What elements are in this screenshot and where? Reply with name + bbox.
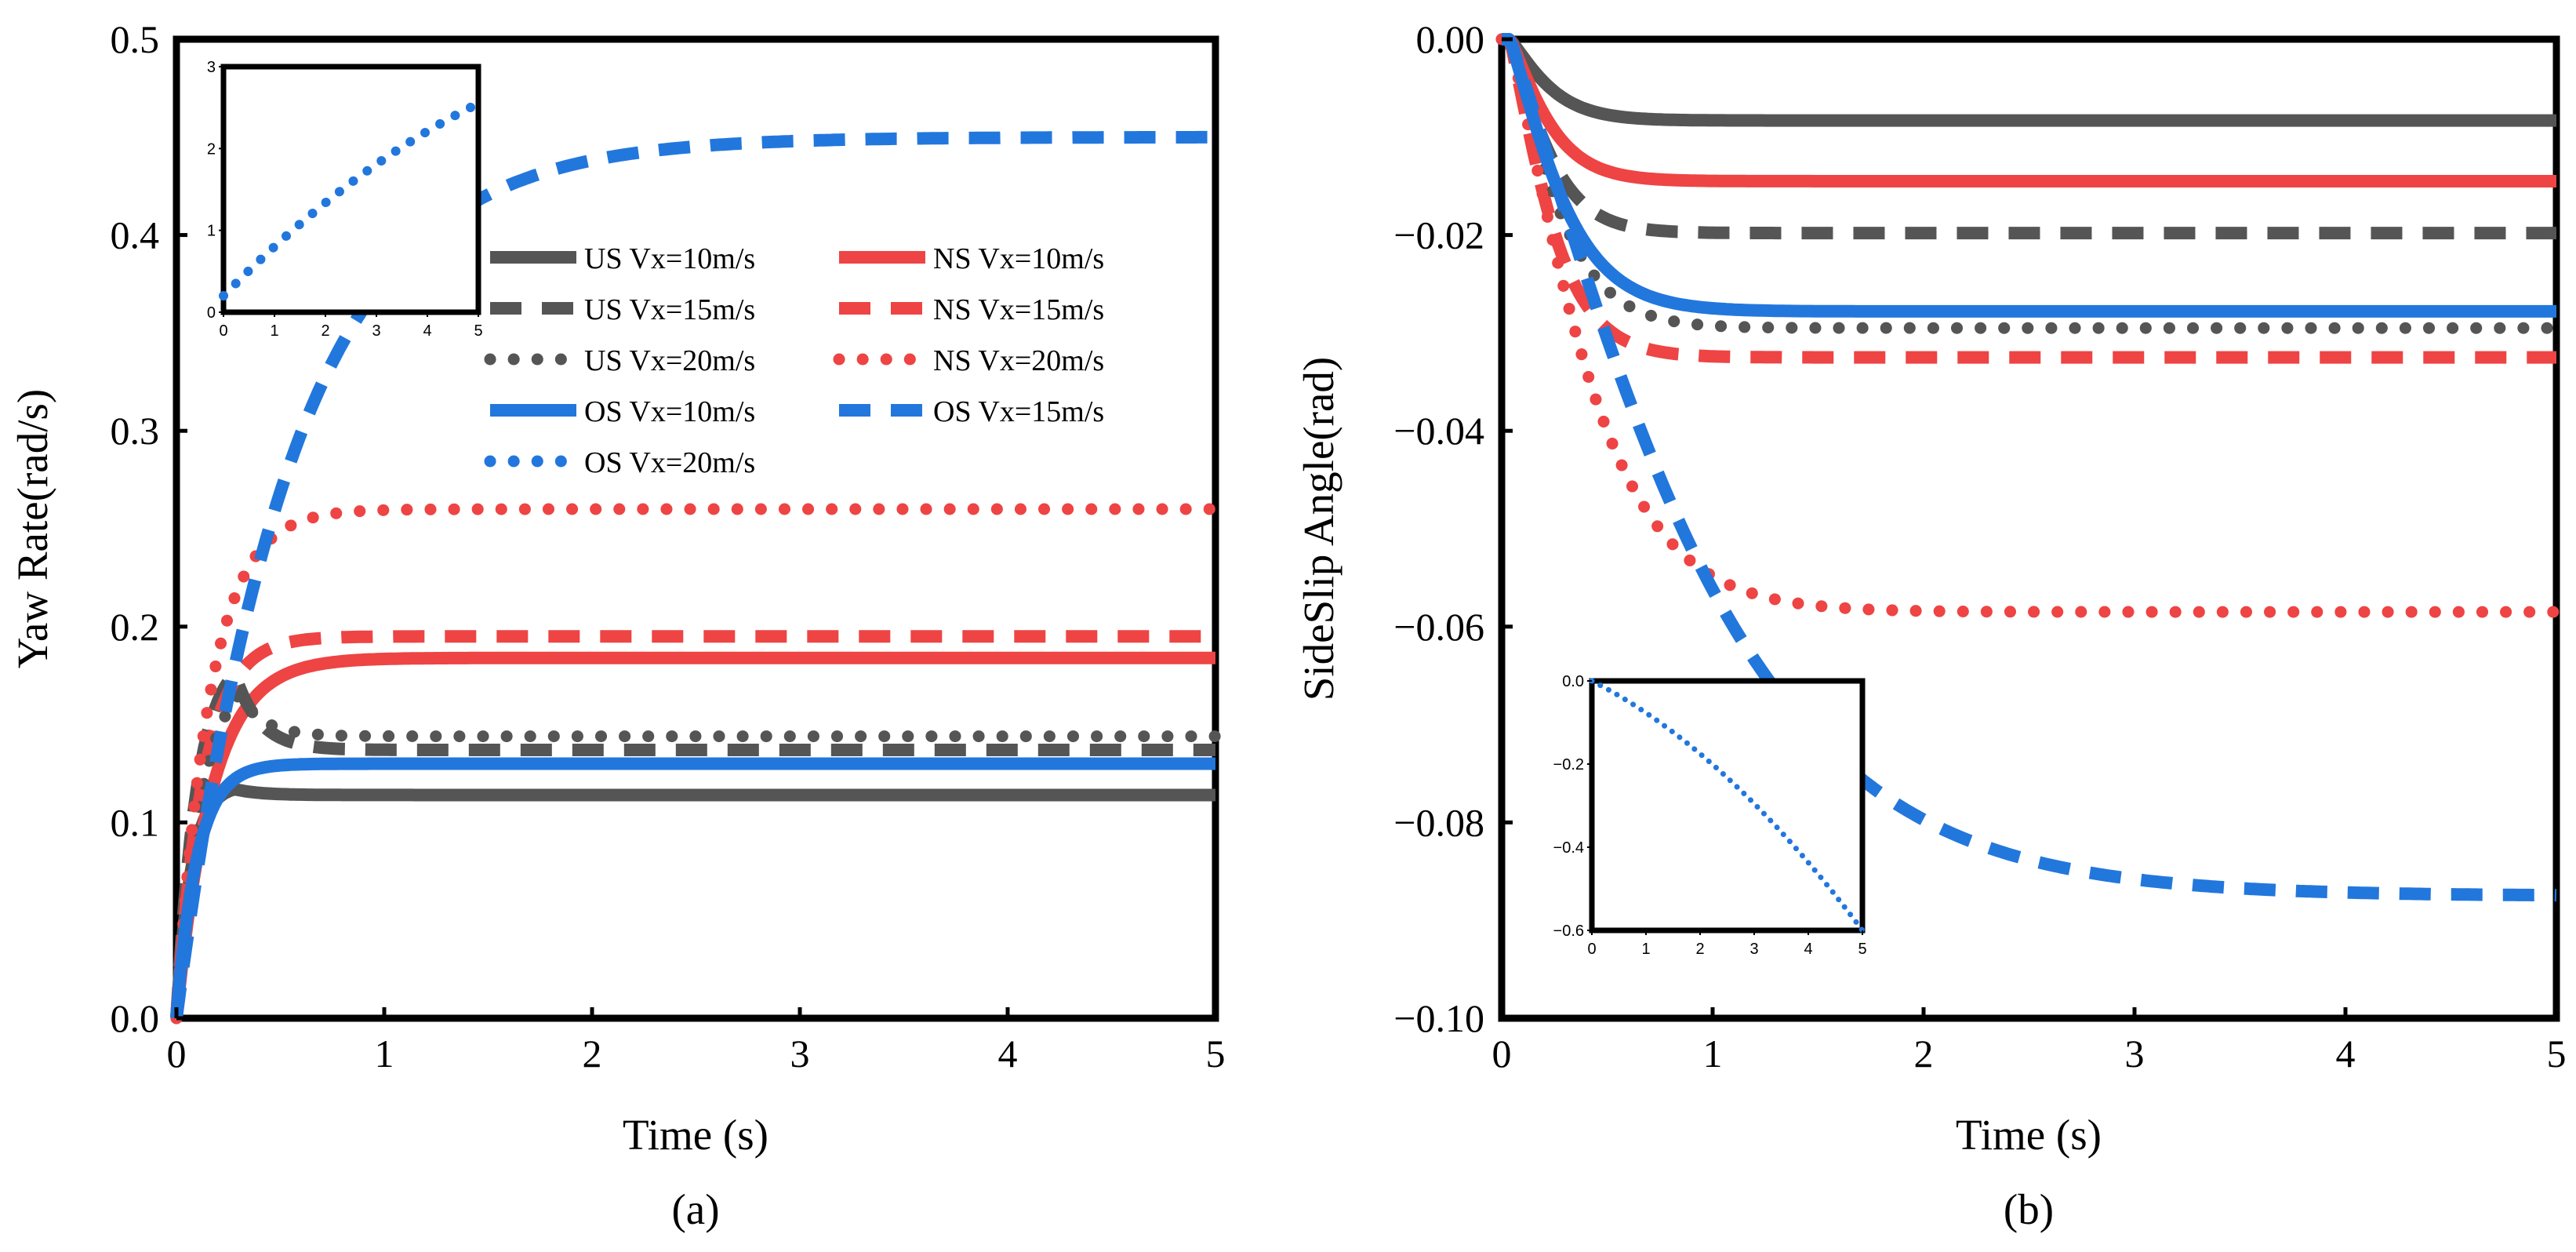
y-tick-label: −0.04	[1393, 409, 1484, 453]
y-tick-label: 0.0	[111, 996, 160, 1040]
x-tick-label: 0	[1492, 1032, 1512, 1075]
inset-y-tick-label: 1	[207, 223, 216, 240]
panel-a-inset-series	[219, 98, 483, 301]
inset-x-tick-label: 2	[321, 322, 329, 340]
legend-label-os-vx-10m-s: OS Vx=10m/s	[584, 395, 755, 428]
series-line-ns-vx-10m-s	[1499, 33, 2560, 187]
panel-b-inset-frame	[1589, 678, 1866, 934]
series-line-us-vx-10m-s	[1499, 33, 2560, 127]
legend-label-ns-vx-10m-s: NS Vx=10m/s	[933, 242, 1104, 275]
series-line-us-vx-20m-s	[170, 689, 1222, 1025]
series-line-ns-vx-15m-s	[170, 630, 1219, 1019]
x-tick-label: 2	[1914, 1032, 1934, 1075]
x-tick-label: 2	[583, 1032, 602, 1075]
series-line-us-vx-15m-s	[1499, 33, 2560, 240]
inset-y-tick-label: 0	[207, 304, 216, 322]
panel-a-series-group	[170, 130, 1222, 1025]
inset-y-tick-label: −0.4	[1553, 839, 1584, 857]
x-tick-label: 0	[167, 1032, 187, 1075]
panel-a-inset-frame	[220, 64, 481, 315]
panel-b-series-group	[1495, 33, 2563, 902]
x-tick-label: 1	[375, 1032, 394, 1075]
x-tick-label: 5	[2547, 1032, 2567, 1075]
panel-b-inset: 0 1 2 3 4 5 0.0 −0.2 −0.4 −0.6	[1553, 673, 1867, 958]
inset-y-tick-label: 2	[207, 140, 216, 158]
y-tick-label: 0.2	[111, 605, 160, 649]
legend-label-os-vx-15m-s: OS Vx=15m/s	[933, 395, 1104, 428]
y-tick-label: 0.3	[111, 409, 160, 453]
inset-series-os-vx-20m-s	[219, 98, 483, 301]
inset-x-tick-label: 3	[372, 322, 380, 340]
y-tick-label: −0.06	[1393, 605, 1484, 649]
y-tick-label: −0.10	[1393, 996, 1484, 1040]
inset-x-tick-label: 4	[423, 322, 431, 340]
series-line-os-vx-15m-s	[170, 130, 1219, 1020]
x-tick-label: 4	[998, 1032, 1018, 1075]
x-tick-label: 3	[790, 1032, 810, 1075]
inset-x-tick-label: 3	[1749, 941, 1758, 958]
panel-a-x-ticks: 0 1 2 3 4 5	[167, 1007, 1226, 1075]
inset-y-tick-label: 3	[207, 59, 216, 76]
panel-a-caption: (a)	[671, 1185, 719, 1233]
series-line-us-vx-20m-s	[1495, 33, 2563, 334]
panel-b-x-ticks: 0 1 2 3 4 5	[1492, 1007, 2567, 1075]
series-line-ns-vx-20m-s	[1495, 33, 2563, 618]
inset-x-tick-label: 0	[1587, 941, 1596, 958]
y-tick-label: 0.5	[111, 17, 160, 61]
x-tick-label: 3	[2125, 1032, 2145, 1075]
x-tick-label: 5	[1206, 1032, 1226, 1075]
legend-label-us-vx-10m-s: US Vx=10m/s	[584, 242, 755, 275]
panel-a-y-ticks: 0.0 0.1 0.2 0.3 0.4 0.5	[111, 17, 187, 1040]
legend-label-us-vx-15m-s: US Vx=15m/s	[584, 293, 755, 326]
inset-y-tick-label: 0.0	[1562, 673, 1584, 690]
series-line-ns-vx-20m-s	[170, 503, 1222, 1025]
x-tick-label: 1	[1703, 1032, 1723, 1075]
panel-a-y-axis-label: Yaw Rate(rad/s)	[9, 389, 56, 668]
legend-label-ns-vx-20m-s: NS Vx=20m/s	[933, 344, 1104, 377]
legend-label-us-vx-20m-s: US Vx=20m/s	[584, 344, 755, 377]
panel-a-inset: 0 1 2 3 4 5 0 1 2 3	[207, 59, 483, 340]
series-line-us-vx-15m-s	[170, 669, 1219, 1019]
y-tick-label: −0.02	[1393, 213, 1484, 257]
panel-b-y-axis-label: SideSlip Angle(rad)	[1295, 357, 1342, 701]
panel-a-inset-ticks: 0 1 2 3 4 5 0 1 2 3	[207, 59, 483, 340]
y-tick-label: 0.1	[111, 800, 160, 844]
y-tick-label: 0.4	[111, 213, 160, 257]
legend-label-ns-vx-15m-s: NS Vx=15m/s	[933, 293, 1104, 326]
series-line-os-vx-10m-s	[1499, 33, 2560, 318]
series-line-ns-vx-15m-s	[1499, 33, 2560, 364]
inset-x-tick-label: 1	[1641, 941, 1650, 958]
inset-y-tick-label: −0.6	[1553, 923, 1584, 940]
inset-x-tick-label: 4	[1804, 941, 1812, 958]
panel-a-x-axis-label: Time (s)	[623, 1111, 768, 1159]
series-line-os-vx-10m-s	[170, 757, 1219, 1019]
panel-a-legend: US Vx=10m/s NS Vx=10m/s US Vx=15m/s NS Vx=1…	[484, 242, 1104, 479]
panel-b-x-axis-label: Time (s)	[1956, 1111, 2102, 1159]
panel-b-y-ticks: 0.00 −0.02 −0.04 −0.06 −0.08 −0.10	[1393, 17, 1513, 1040]
series-line-ns-vx-10m-s	[170, 651, 1219, 1019]
inset-y-tick-label: −0.2	[1553, 756, 1584, 773]
panel-b-caption: (b)	[2004, 1185, 2054, 1233]
inset-x-tick-label: 2	[1695, 941, 1704, 958]
panel-a-yaw-rate: 0 1 2 3 4 5 0.0 0.1 0.2 0.3 0.4 0.5 Time (s) Yaw R…	[9, 17, 1226, 1233]
series-line-us-vx-10m-s	[170, 783, 1219, 1019]
x-tick-label: 4	[2336, 1032, 2356, 1075]
panel-b-inset-ticks: 0 1 2 3 4 5 0.0 −0.2 −0.4 −0.6	[1553, 673, 1867, 958]
y-tick-label: 0.00	[1416, 17, 1485, 61]
y-tick-label: −0.08	[1393, 800, 1484, 844]
inset-x-tick-label: 1	[270, 322, 278, 340]
inset-x-tick-label: 5	[1858, 941, 1866, 958]
inset-x-tick-label: 0	[219, 322, 227, 340]
legend-label-os-vx-20m-s: OS Vx=20m/s	[584, 446, 755, 479]
inset-x-tick-label: 5	[474, 322, 482, 340]
